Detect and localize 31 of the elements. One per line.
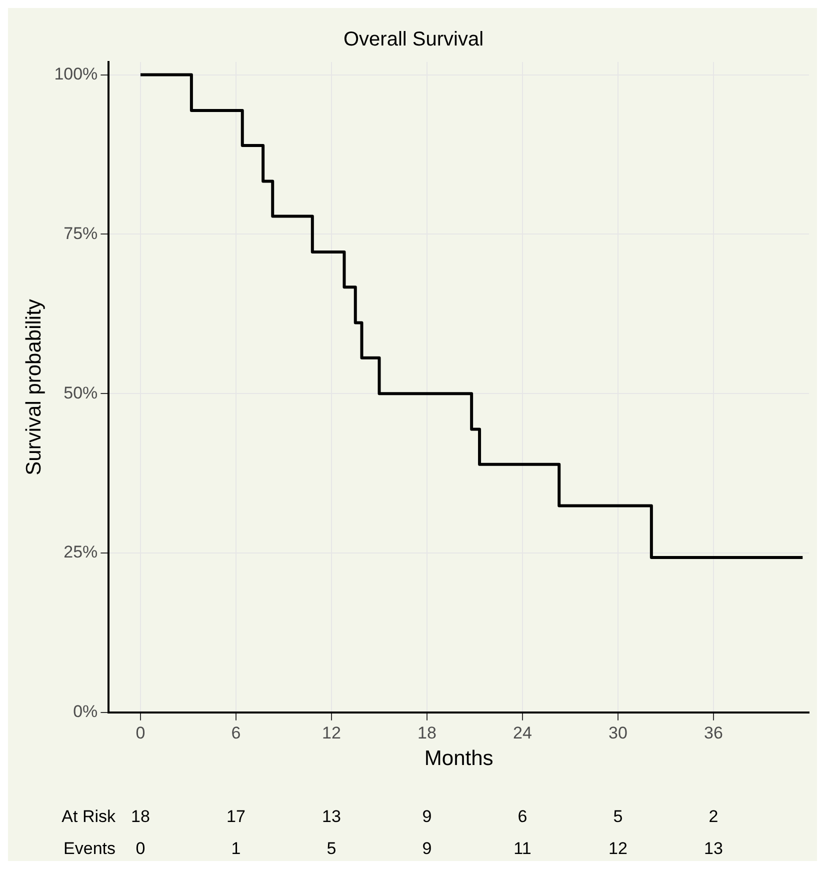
y-tick-label: 75% bbox=[64, 224, 98, 243]
x-tick-label: 6 bbox=[231, 723, 241, 742]
x-tick-label: 18 bbox=[418, 723, 436, 742]
chart-title: Overall Survival bbox=[343, 28, 484, 51]
text: 0 bbox=[136, 839, 146, 858]
x-tick-label: 30 bbox=[608, 723, 628, 742]
text: 9 bbox=[422, 807, 432, 826]
text: 5 bbox=[613, 807, 623, 826]
y-axis-title: Survival probability bbox=[22, 298, 46, 476]
x-tick-label: 12 bbox=[322, 723, 341, 742]
text: 12 bbox=[608, 839, 628, 858]
y-tick-label: 25% bbox=[64, 542, 98, 562]
y-tick-label: 50% bbox=[64, 383, 98, 402]
text: 1 bbox=[231, 839, 241, 858]
y-tick-label: 0% bbox=[73, 702, 98, 722]
text: 9 bbox=[422, 839, 432, 858]
x-tick-label: 24 bbox=[513, 723, 532, 742]
text: 6 bbox=[518, 807, 528, 826]
text: 13 bbox=[704, 839, 723, 858]
x-tick-label: 0 bbox=[136, 723, 146, 742]
x-tick-label: 36 bbox=[704, 723, 723, 742]
x-axis-title: Months bbox=[424, 747, 494, 770]
text: 13 bbox=[322, 807, 341, 826]
text: 18 bbox=[131, 807, 150, 826]
text: 2 bbox=[708, 807, 718, 826]
text: 5 bbox=[326, 839, 336, 858]
text: 17 bbox=[226, 807, 246, 826]
text: 11 bbox=[514, 839, 532, 858]
y-tick-label: 100% bbox=[54, 64, 98, 84]
text: Events bbox=[64, 839, 116, 858]
text: At Risk bbox=[62, 807, 116, 826]
